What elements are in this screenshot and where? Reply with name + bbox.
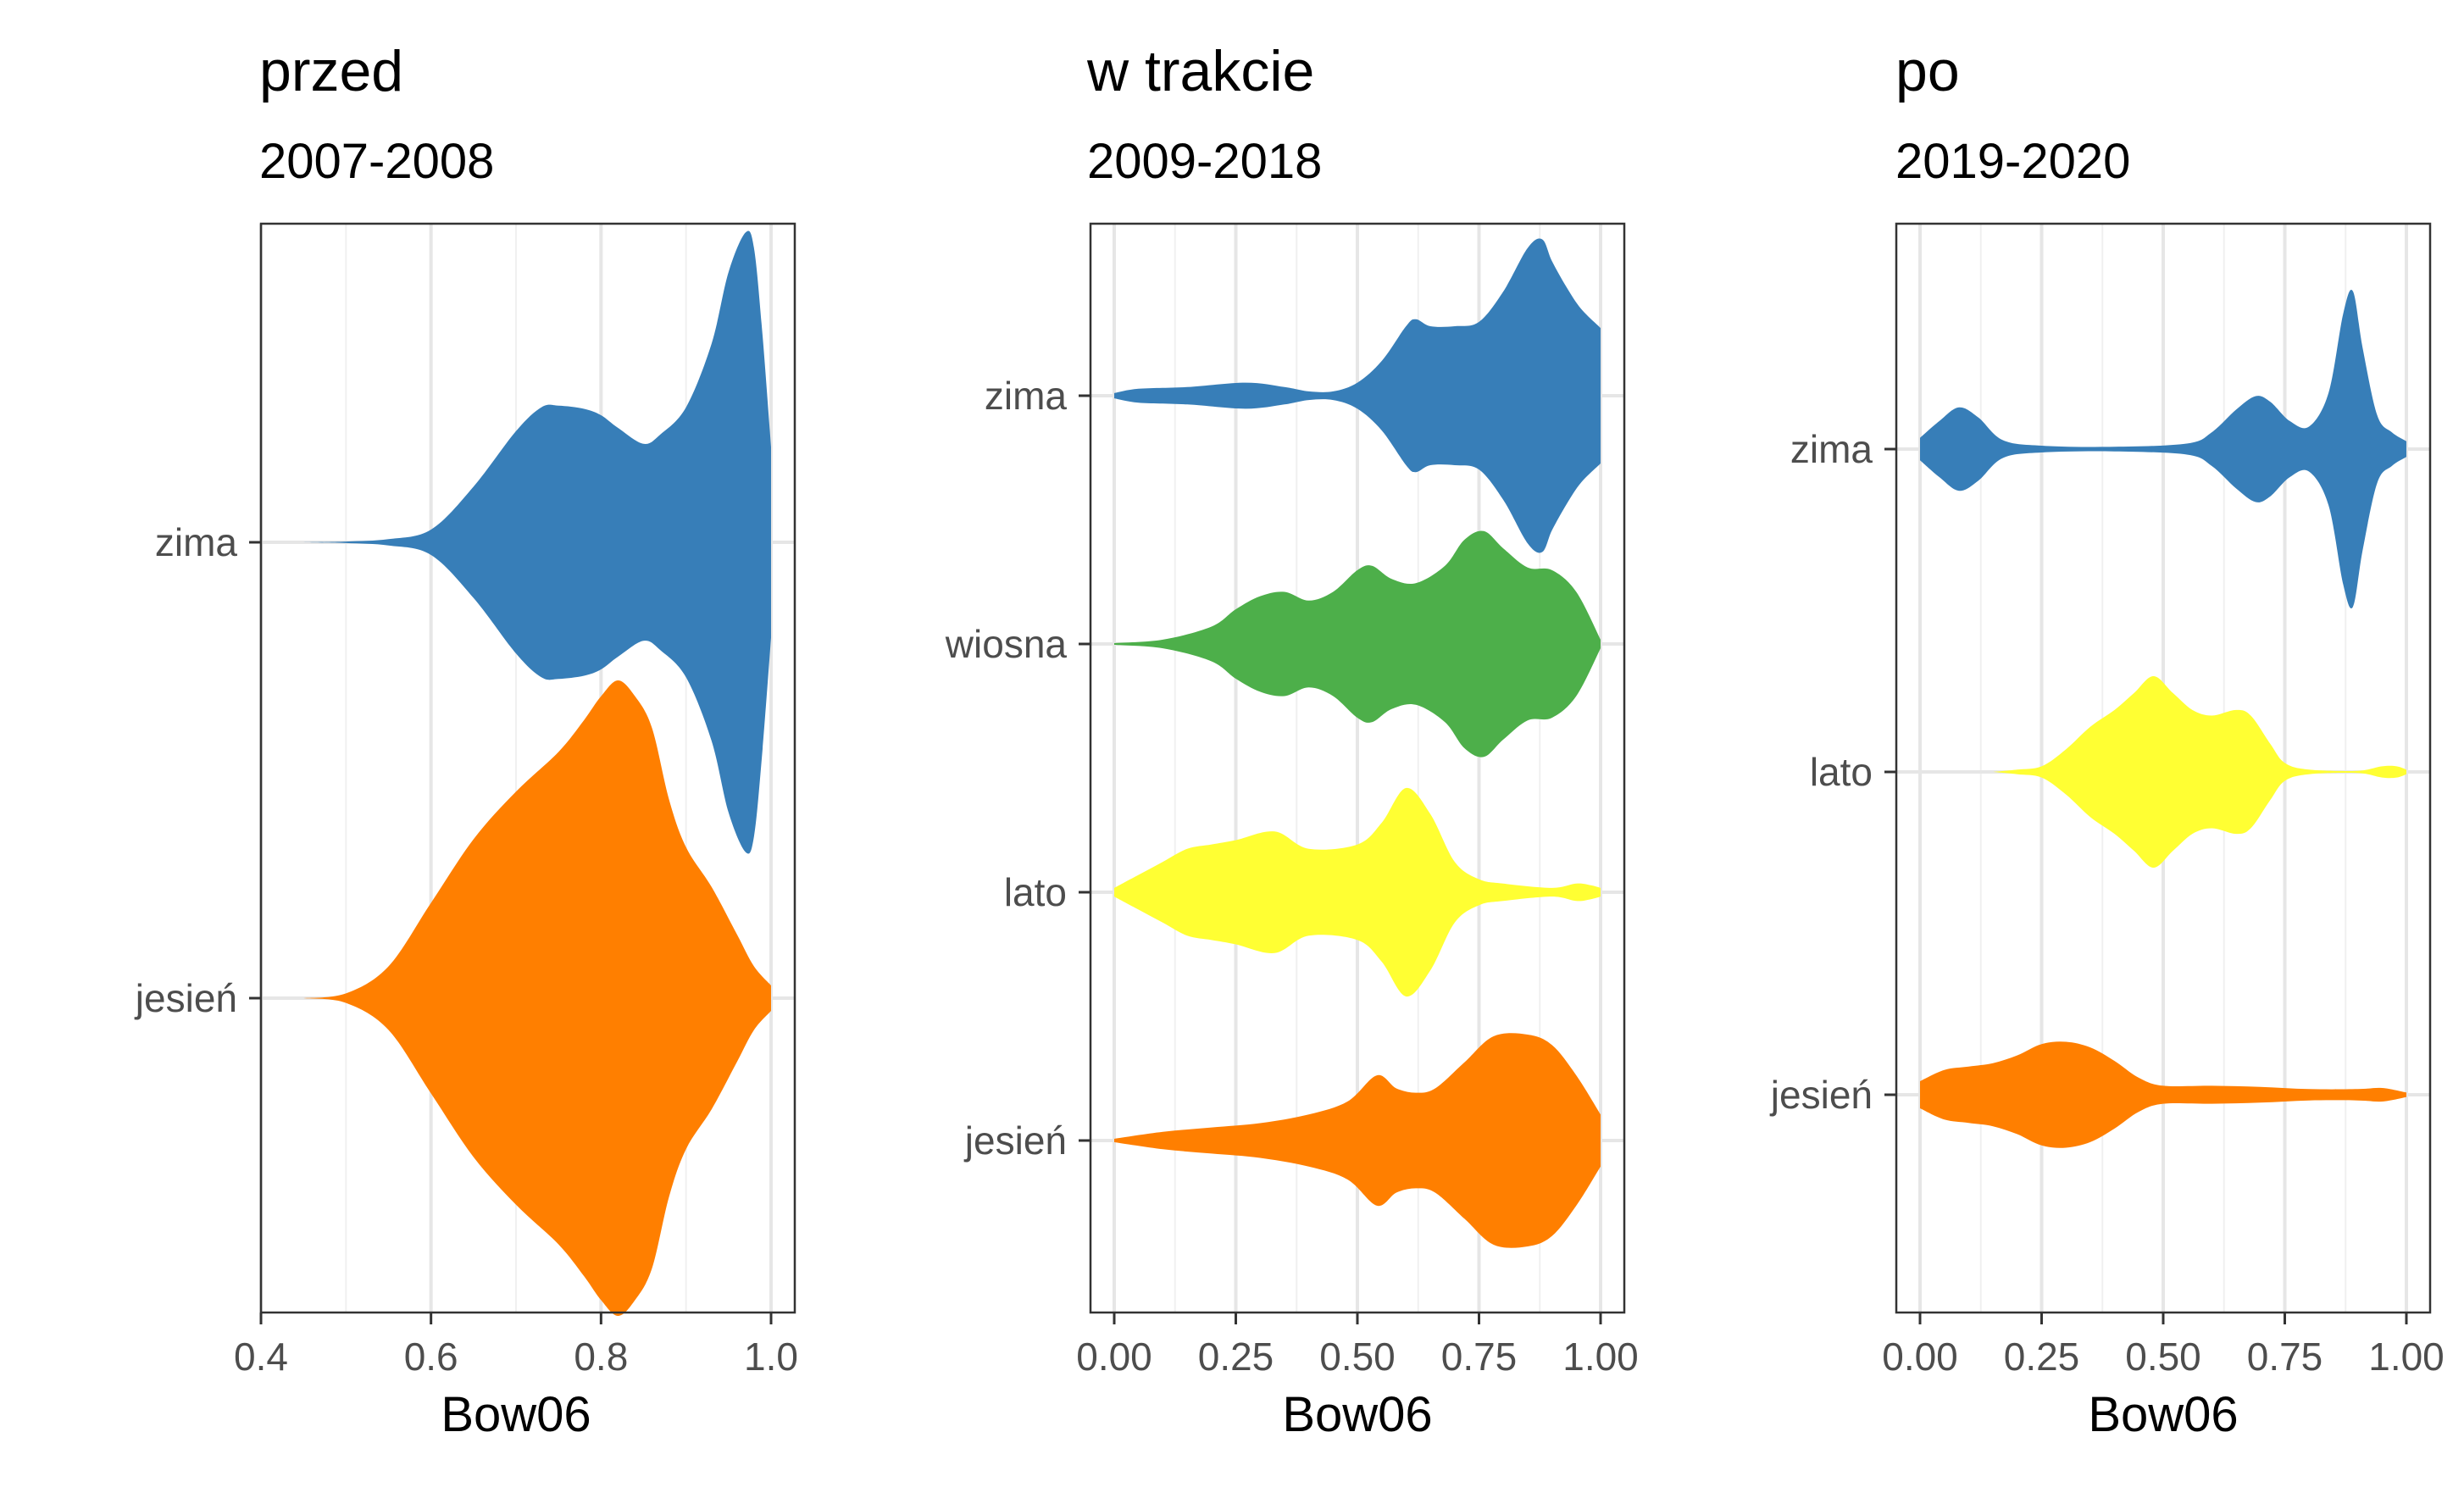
panel-subtitle-po: 2019-2020	[1895, 134, 2131, 189]
violin-jesień	[303, 680, 771, 1316]
x-tick-label: 0.4	[234, 1335, 288, 1379]
y-tick-label: jesień	[134, 976, 237, 1020]
violin-lato	[1114, 787, 1601, 997]
y-tick-label: lato	[1004, 870, 1067, 914]
x-tick-label: 1.0	[744, 1335, 798, 1379]
x-tick-label: 1.00	[1562, 1335, 1639, 1379]
y-tick-label: zima	[985, 374, 1068, 418]
violin-zima	[1114, 238, 1601, 553]
x-tick-label: 0.00	[1076, 1335, 1152, 1379]
y-tick-label: jesień	[1769, 1073, 1873, 1117]
x-axis-title: Bow06	[441, 1387, 591, 1442]
x-axis-title: Bow06	[1282, 1387, 1432, 1442]
panel-subtitle-przed: 2007-2008	[259, 134, 495, 189]
x-tick-label: 0.8	[574, 1335, 628, 1379]
panel-title-po: po	[1895, 39, 1960, 103]
violin-zima	[1920, 290, 2406, 608]
panel-subtitle-w-trakcie: 2009-2018	[1087, 134, 1323, 189]
panel-title-przed: przed	[259, 39, 404, 103]
x-tick-label: 0.50	[2125, 1335, 2201, 1379]
x-tick-label: 0.00	[1882, 1335, 1958, 1379]
y-tick-label: zima	[1790, 427, 1873, 471]
panel-border	[259, 222, 796, 1314]
violin-jesień	[1920, 1041, 2406, 1148]
x-axis-title: Bow06	[2088, 1387, 2238, 1442]
x-tick-label: 0.25	[1198, 1335, 1274, 1379]
violin-wiosna	[1114, 530, 1601, 758]
y-tick-label: jesień	[963, 1118, 1067, 1163]
x-tick-label: 0.50	[1319, 1335, 1396, 1379]
x-tick-label: 0.25	[2004, 1335, 2080, 1379]
violin-zima	[303, 230, 771, 854]
x-tick-label: 0.6	[404, 1335, 458, 1379]
y-tick-label: lato	[1810, 750, 1873, 794]
y-tick-label: zima	[155, 520, 238, 564]
x-tick-label: 0.75	[1441, 1335, 1518, 1379]
violin-jesień	[1114, 1033, 1601, 1248]
x-tick-label: 1.00	[2368, 1335, 2445, 1379]
y-tick-label: wiosna	[945, 622, 1068, 666]
x-tick-label: 0.75	[2247, 1335, 2323, 1379]
panel-title-w-trakcie: w trakcie	[1087, 39, 1315, 103]
violin-lato	[1993, 676, 2406, 868]
